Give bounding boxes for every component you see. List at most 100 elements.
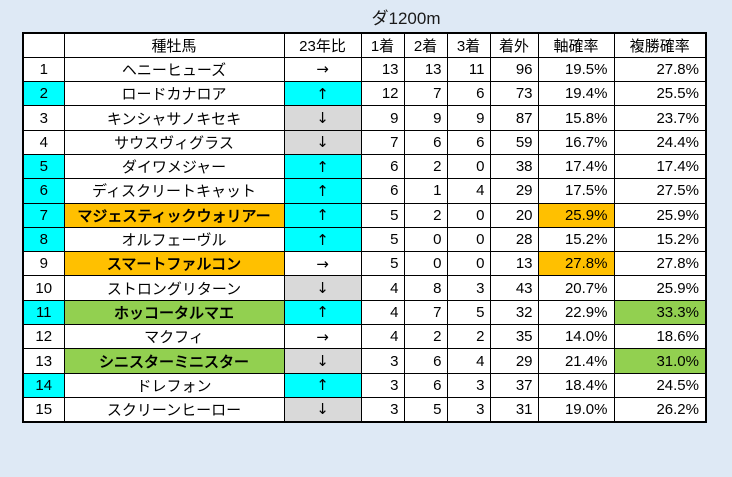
table-row: 2 ロードカナロア ↑ 12 7 6 73 19.4% 25.5% xyxy=(22,81,707,107)
cell-first: 5 xyxy=(360,251,405,277)
cell-out: 38 xyxy=(489,153,539,180)
cell-name: ホッコータルマエ xyxy=(63,299,285,326)
cell-first: 3 xyxy=(360,396,405,423)
cell-place: 31.0% xyxy=(613,348,707,374)
trend-up-arrow-icon: ↑ xyxy=(283,202,362,228)
cell-place: 24.5% xyxy=(613,372,707,398)
cell-out: 87 xyxy=(489,105,539,131)
cell-out: 37 xyxy=(489,372,539,398)
cell-name: ヘニーヒューズ xyxy=(63,56,285,83)
cell-place: 17.4% xyxy=(613,153,707,180)
cell-first: 6 xyxy=(360,178,405,204)
cell-rank: 1 xyxy=(22,56,65,83)
cell-third: 9 xyxy=(446,105,491,131)
cell-axis: 16.7% xyxy=(537,129,615,155)
table-row: 13 シニスターミニスター ↓ 3 6 4 29 21.4% 31.0% xyxy=(22,348,707,374)
cell-second: 1 xyxy=(403,178,448,204)
cell-second: 6 xyxy=(403,129,448,155)
cell-rank: 5 xyxy=(22,153,65,180)
table-row: 7 マジェスティックウォリアー ↑ 5 2 0 20 25.9% 25.9% xyxy=(22,202,707,228)
cell-name: シニスターミニスター xyxy=(63,348,285,374)
cell-third: 0 xyxy=(446,251,491,277)
trend-down-arrow-icon: ↓ xyxy=(283,275,362,301)
trend-flat-arrow-icon: → xyxy=(283,251,362,277)
cell-place: 27.8% xyxy=(613,56,707,83)
cell-rank: 10 xyxy=(22,275,65,301)
table-row: 15 スクリーンヒーロー ↓ 3 5 3 31 19.0% 26.2% xyxy=(22,396,707,423)
cell-rank: 4 xyxy=(22,129,65,155)
cell-name: キンシャサノキセキ xyxy=(63,105,285,131)
cell-rank: 15 xyxy=(22,396,65,423)
cell-first: 4 xyxy=(360,299,405,326)
column-header-first: 1着 xyxy=(360,32,405,58)
trend-up-arrow-icon: ↑ xyxy=(283,299,362,326)
trend-up-arrow-icon: ↑ xyxy=(283,226,362,253)
header-row: 種牡馬 23年比 1着 2着 3着 着外 軸確率 複勝確率 xyxy=(22,32,707,58)
table-row: 11 ホッコータルマエ ↑ 4 7 5 32 22.9% 33.3% xyxy=(22,299,707,326)
column-header-second: 2着 xyxy=(403,32,448,58)
trend-up-arrow-icon: ↑ xyxy=(283,81,362,107)
cell-axis: 17.5% xyxy=(537,178,615,204)
cell-rank: 9 xyxy=(22,251,65,277)
trend-flat-arrow-icon: → xyxy=(283,324,362,350)
cell-name: ロードカナロア xyxy=(63,81,285,107)
cell-out: 43 xyxy=(489,275,539,301)
cell-place: 26.2% xyxy=(613,396,707,423)
cell-name: マジェスティックウォリアー xyxy=(63,202,285,228)
table-row: 14 ドレフォン ↑ 3 6 3 37 18.4% 24.5% xyxy=(22,372,707,398)
cell-first: 5 xyxy=(360,202,405,228)
trend-down-arrow-icon: ↓ xyxy=(283,105,362,131)
cell-rank: 3 xyxy=(22,105,65,131)
cell-place: 27.5% xyxy=(613,178,707,204)
cell-axis: 27.8% xyxy=(537,251,615,277)
cell-third: 6 xyxy=(446,129,491,155)
cell-second: 9 xyxy=(403,105,448,131)
cell-first: 3 xyxy=(360,372,405,398)
cell-first: 6 xyxy=(360,153,405,180)
cell-third: 6 xyxy=(446,81,491,107)
cell-first: 4 xyxy=(360,324,405,350)
cell-axis: 17.4% xyxy=(537,153,615,180)
cell-first: 9 xyxy=(360,105,405,131)
cell-third: 11 xyxy=(446,56,491,83)
cell-rank: 14 xyxy=(22,372,65,398)
cell-third: 3 xyxy=(446,275,491,301)
cell-second: 5 xyxy=(403,396,448,423)
sire-stats-table: 種牡馬 23年比 1着 2着 3着 着外 軸確率 複勝確率 1 ヘニーヒューズ → 13 13 11 96… xyxy=(22,32,707,423)
cell-second: 0 xyxy=(403,226,448,253)
trend-flat-arrow-icon: → xyxy=(283,56,362,83)
cell-rank: 2 xyxy=(22,81,65,107)
cell-place: 24.4% xyxy=(613,129,707,155)
column-header-name: 種牡馬 xyxy=(63,32,285,58)
cell-second: 7 xyxy=(403,81,448,107)
cell-third: 4 xyxy=(446,178,491,204)
table-row: 12 マクフィ → 4 2 2 35 14.0% 18.6% xyxy=(22,324,707,350)
cell-out: 31 xyxy=(489,396,539,423)
table-row: 3 キンシャサノキセキ ↓ 9 9 9 87 15.8% 23.7% xyxy=(22,105,707,131)
cell-axis: 15.8% xyxy=(537,105,615,131)
cell-first: 13 xyxy=(360,56,405,83)
page-title: ダ1200m xyxy=(371,9,441,28)
cell-name: ストロングリターン xyxy=(63,275,285,301)
trend-down-arrow-icon: ↓ xyxy=(283,396,362,423)
trend-up-arrow-icon: ↑ xyxy=(283,372,362,398)
cell-out: 28 xyxy=(489,226,539,253)
cell-first: 5 xyxy=(360,226,405,253)
cell-second: 2 xyxy=(403,202,448,228)
cell-place: 15.2% xyxy=(613,226,707,253)
table-row: 6 ディスクリートキャット ↑ 6 1 4 29 17.5% 27.5% xyxy=(22,178,707,204)
cell-place: 27.8% xyxy=(613,251,707,277)
cell-place: 25.5% xyxy=(613,81,707,107)
cell-out: 73 xyxy=(489,81,539,107)
cell-place: 23.7% xyxy=(613,105,707,131)
table-row: 10 ストロングリターン ↓ 4 8 3 43 20.7% 25.9% xyxy=(22,275,707,301)
cell-out: 29 xyxy=(489,348,539,374)
cell-axis: 19.0% xyxy=(537,396,615,423)
cell-place: 18.6% xyxy=(613,324,707,350)
trend-up-arrow-icon: ↑ xyxy=(283,153,362,180)
cell-axis: 14.0% xyxy=(537,324,615,350)
column-header-rank xyxy=(22,32,65,58)
cell-second: 13 xyxy=(403,56,448,83)
cell-third: 3 xyxy=(446,372,491,398)
